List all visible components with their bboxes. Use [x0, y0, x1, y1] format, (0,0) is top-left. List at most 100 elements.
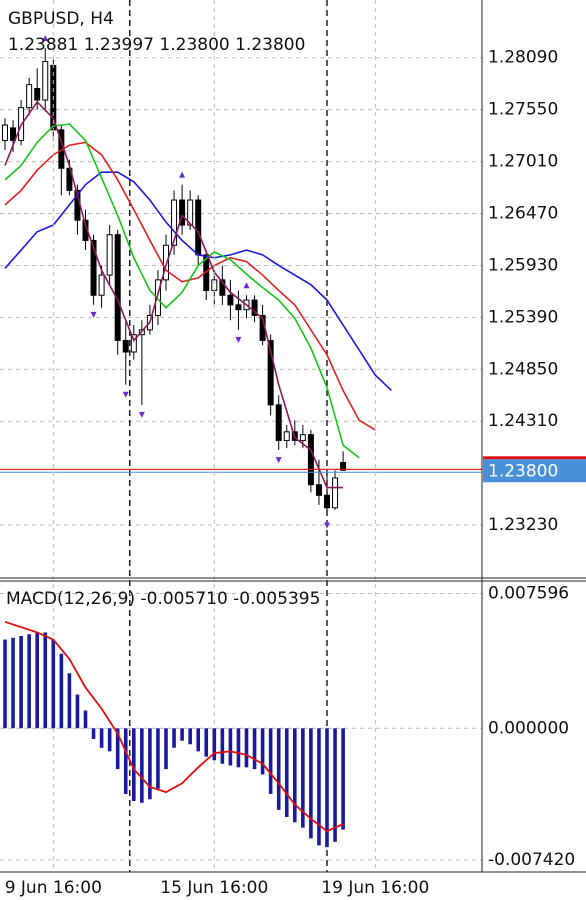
- candle-body: [299, 434, 306, 441]
- histogram-bar: [333, 728, 337, 842]
- candle-body: [267, 339, 274, 406]
- y-tick-label: 1.23230: [488, 515, 558, 535]
- chart-subtitle: 1.23881 1.23997 1.23800 1.23800: [8, 35, 305, 55]
- histogram-bar: [301, 728, 305, 828]
- indicator-line: [4, 123, 360, 459]
- fractal-down: [122, 391, 129, 398]
- histogram-bar: [140, 728, 144, 803]
- candle-body: [187, 199, 194, 226]
- candle-body: [42, 61, 49, 101]
- histogram-bar: [35, 632, 39, 729]
- candle-body: [171, 199, 178, 246]
- histogram-bar: [228, 728, 233, 766]
- candle-body: [227, 294, 234, 306]
- histogram-bar: [107, 728, 112, 752]
- histogram-bar: [260, 728, 265, 775]
- candle-body: [122, 339, 129, 353]
- histogram-bar: [341, 728, 345, 830]
- y-tick-label: 1.26470: [488, 204, 558, 224]
- histogram-bar: [83, 710, 88, 729]
- histogram-bar: [196, 728, 200, 752]
- bid-tag: [483, 459, 586, 483]
- histogram-bar: [164, 728, 168, 770]
- fractal-down: [235, 336, 242, 343]
- y-tick-label: 1.25390: [488, 307, 558, 327]
- histogram-bar: [317, 728, 321, 846]
- histogram-bar: [91, 728, 96, 739]
- histogram-bar: [27, 634, 31, 729]
- histogram-bar: [67, 673, 72, 729]
- y-tick-label: 1.25930: [488, 255, 558, 275]
- y-tick-label: -0.007420: [488, 850, 575, 870]
- candle-body: [98, 274, 105, 296]
- y-tick-label: 1.28090: [488, 48, 558, 68]
- candle-body: [340, 461, 347, 471]
- histogram-bar: [75, 694, 80, 729]
- indicator-title: MACD(12,26,9) -0.005710 -0.005395: [6, 589, 320, 609]
- candle-body: [324, 494, 330, 509]
- candle-body: [179, 199, 186, 226]
- y-tick-label: 1.27550: [488, 100, 558, 120]
- candle-body: [275, 404, 282, 441]
- fractal-down: [138, 411, 145, 418]
- y-tick-label: 0.007596: [488, 583, 569, 603]
- histogram-bar: [188, 728, 192, 745]
- candle-body: [307, 434, 314, 486]
- indicator-line: [4, 141, 376, 431]
- candle-body: [106, 234, 113, 276]
- candle-body: [10, 127, 17, 141]
- x-tick-label: 9 Jun 16:00: [5, 878, 102, 898]
- candle-body: [130, 334, 137, 353]
- histogram-bar: [148, 728, 152, 800]
- histogram-bar: [180, 728, 184, 741]
- candle-body: [315, 484, 322, 496]
- histogram-bar: [325, 728, 329, 848]
- candle-body: [235, 304, 242, 311]
- fractal-down: [324, 522, 330, 529]
- histogram-bar: [236, 728, 241, 768]
- histogram-bar: [51, 639, 56, 729]
- histogram-bar: [11, 637, 15, 729]
- histogram-bar: [252, 728, 257, 770]
- candle-body: [163, 244, 169, 281]
- y-tick-label: 0.000000: [488, 718, 569, 738]
- candle-body: [195, 199, 202, 256]
- ask-tag: [483, 456, 586, 460]
- candle-body: [332, 477, 339, 509]
- candle-body: [90, 239, 97, 296]
- fractal-down: [275, 457, 282, 464]
- bid-label: 1.23800: [488, 461, 558, 481]
- chart-title: GBPUSD, H4: [8, 9, 114, 29]
- candle-body: [2, 124, 8, 141]
- histogram-bar: [43, 632, 48, 729]
- histogram-bar: [309, 728, 313, 839]
- y-tick-label: 1.24850: [488, 359, 558, 379]
- x-tick-label: 19 Jun 16:00: [321, 878, 429, 898]
- histogram-bar: [293, 728, 297, 823]
- histogram-bar: [3, 639, 7, 729]
- histogram-bar: [284, 728, 289, 817]
- y-tick-label: 1.24310: [488, 411, 558, 431]
- candle-body: [34, 87, 41, 101]
- fractal-up: [42, 35, 49, 42]
- histogram-bar: [99, 728, 104, 748]
- histogram-bar: [19, 636, 23, 729]
- histogram-bar: [268, 728, 273, 794]
- x-tick-label: 15 Jun 16:00: [160, 878, 268, 898]
- y-tick-label: 1.27010: [488, 152, 558, 172]
- histogram-bar: [244, 728, 249, 768]
- fractal-down: [90, 311, 97, 318]
- fractal-up: [179, 171, 186, 178]
- histogram-bar: [204, 728, 209, 757]
- candle-body: [26, 84, 33, 109]
- histogram-bar: [172, 728, 176, 748]
- histogram-bar: [132, 728, 136, 802]
- candle-body: [154, 279, 161, 316]
- candle-body: [219, 279, 226, 296]
- histogram-bar: [156, 728, 160, 789]
- candle-body: [251, 299, 258, 316]
- histogram-bar: [276, 728, 281, 810]
